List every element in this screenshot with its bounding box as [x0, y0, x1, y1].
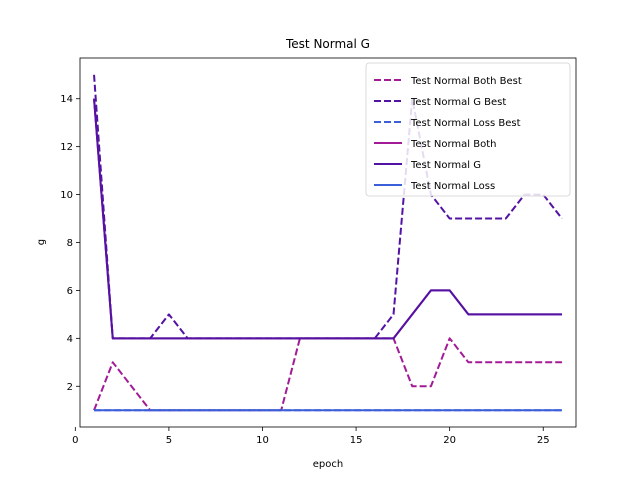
y-tick-label: 10: [60, 190, 73, 201]
x-tick-label: 25: [537, 435, 550, 446]
legend: Test Normal Both Best Test Normal G Best T…: [365, 62, 571, 197]
series-line-5: [93, 98, 562, 340]
legend-label: Test Normal G Best: [410, 97, 506, 108]
x-tick-label: 5: [166, 435, 172, 446]
axis-ticks: 0 5 10 15 20 25 2 4 6 8 10 12 14: [60, 94, 549, 446]
legend-label: Test Normal G: [410, 160, 481, 171]
y-tick-label: 8: [67, 238, 73, 249]
x-tick-label: 15: [350, 435, 363, 446]
y-tick-label: 4: [67, 334, 73, 345]
y-tick-label: 14: [60, 94, 73, 105]
y-tick-label: 12: [60, 142, 73, 153]
x-axis-label: epoch: [313, 459, 343, 470]
legend-box: [365, 62, 571, 197]
chart-title: Test Normal G: [285, 37, 370, 51]
y-tick-label: 2: [67, 382, 73, 393]
legend-label: Test Normal Loss Best: [410, 118, 521, 129]
y-axis-label: g: [36, 239, 47, 245]
legend-label: Test Normal Loss: [410, 181, 495, 192]
legend-label: Test Normal Both: [410, 139, 496, 150]
plot-area: [93, 74, 563, 412]
x-tick-label: 0: [72, 435, 78, 446]
x-tick-label: 10: [256, 435, 269, 446]
x-tick-label: 20: [443, 435, 456, 446]
legend-label: Test Normal Both Best: [410, 76, 522, 87]
y-tick-label: 6: [67, 286, 73, 297]
